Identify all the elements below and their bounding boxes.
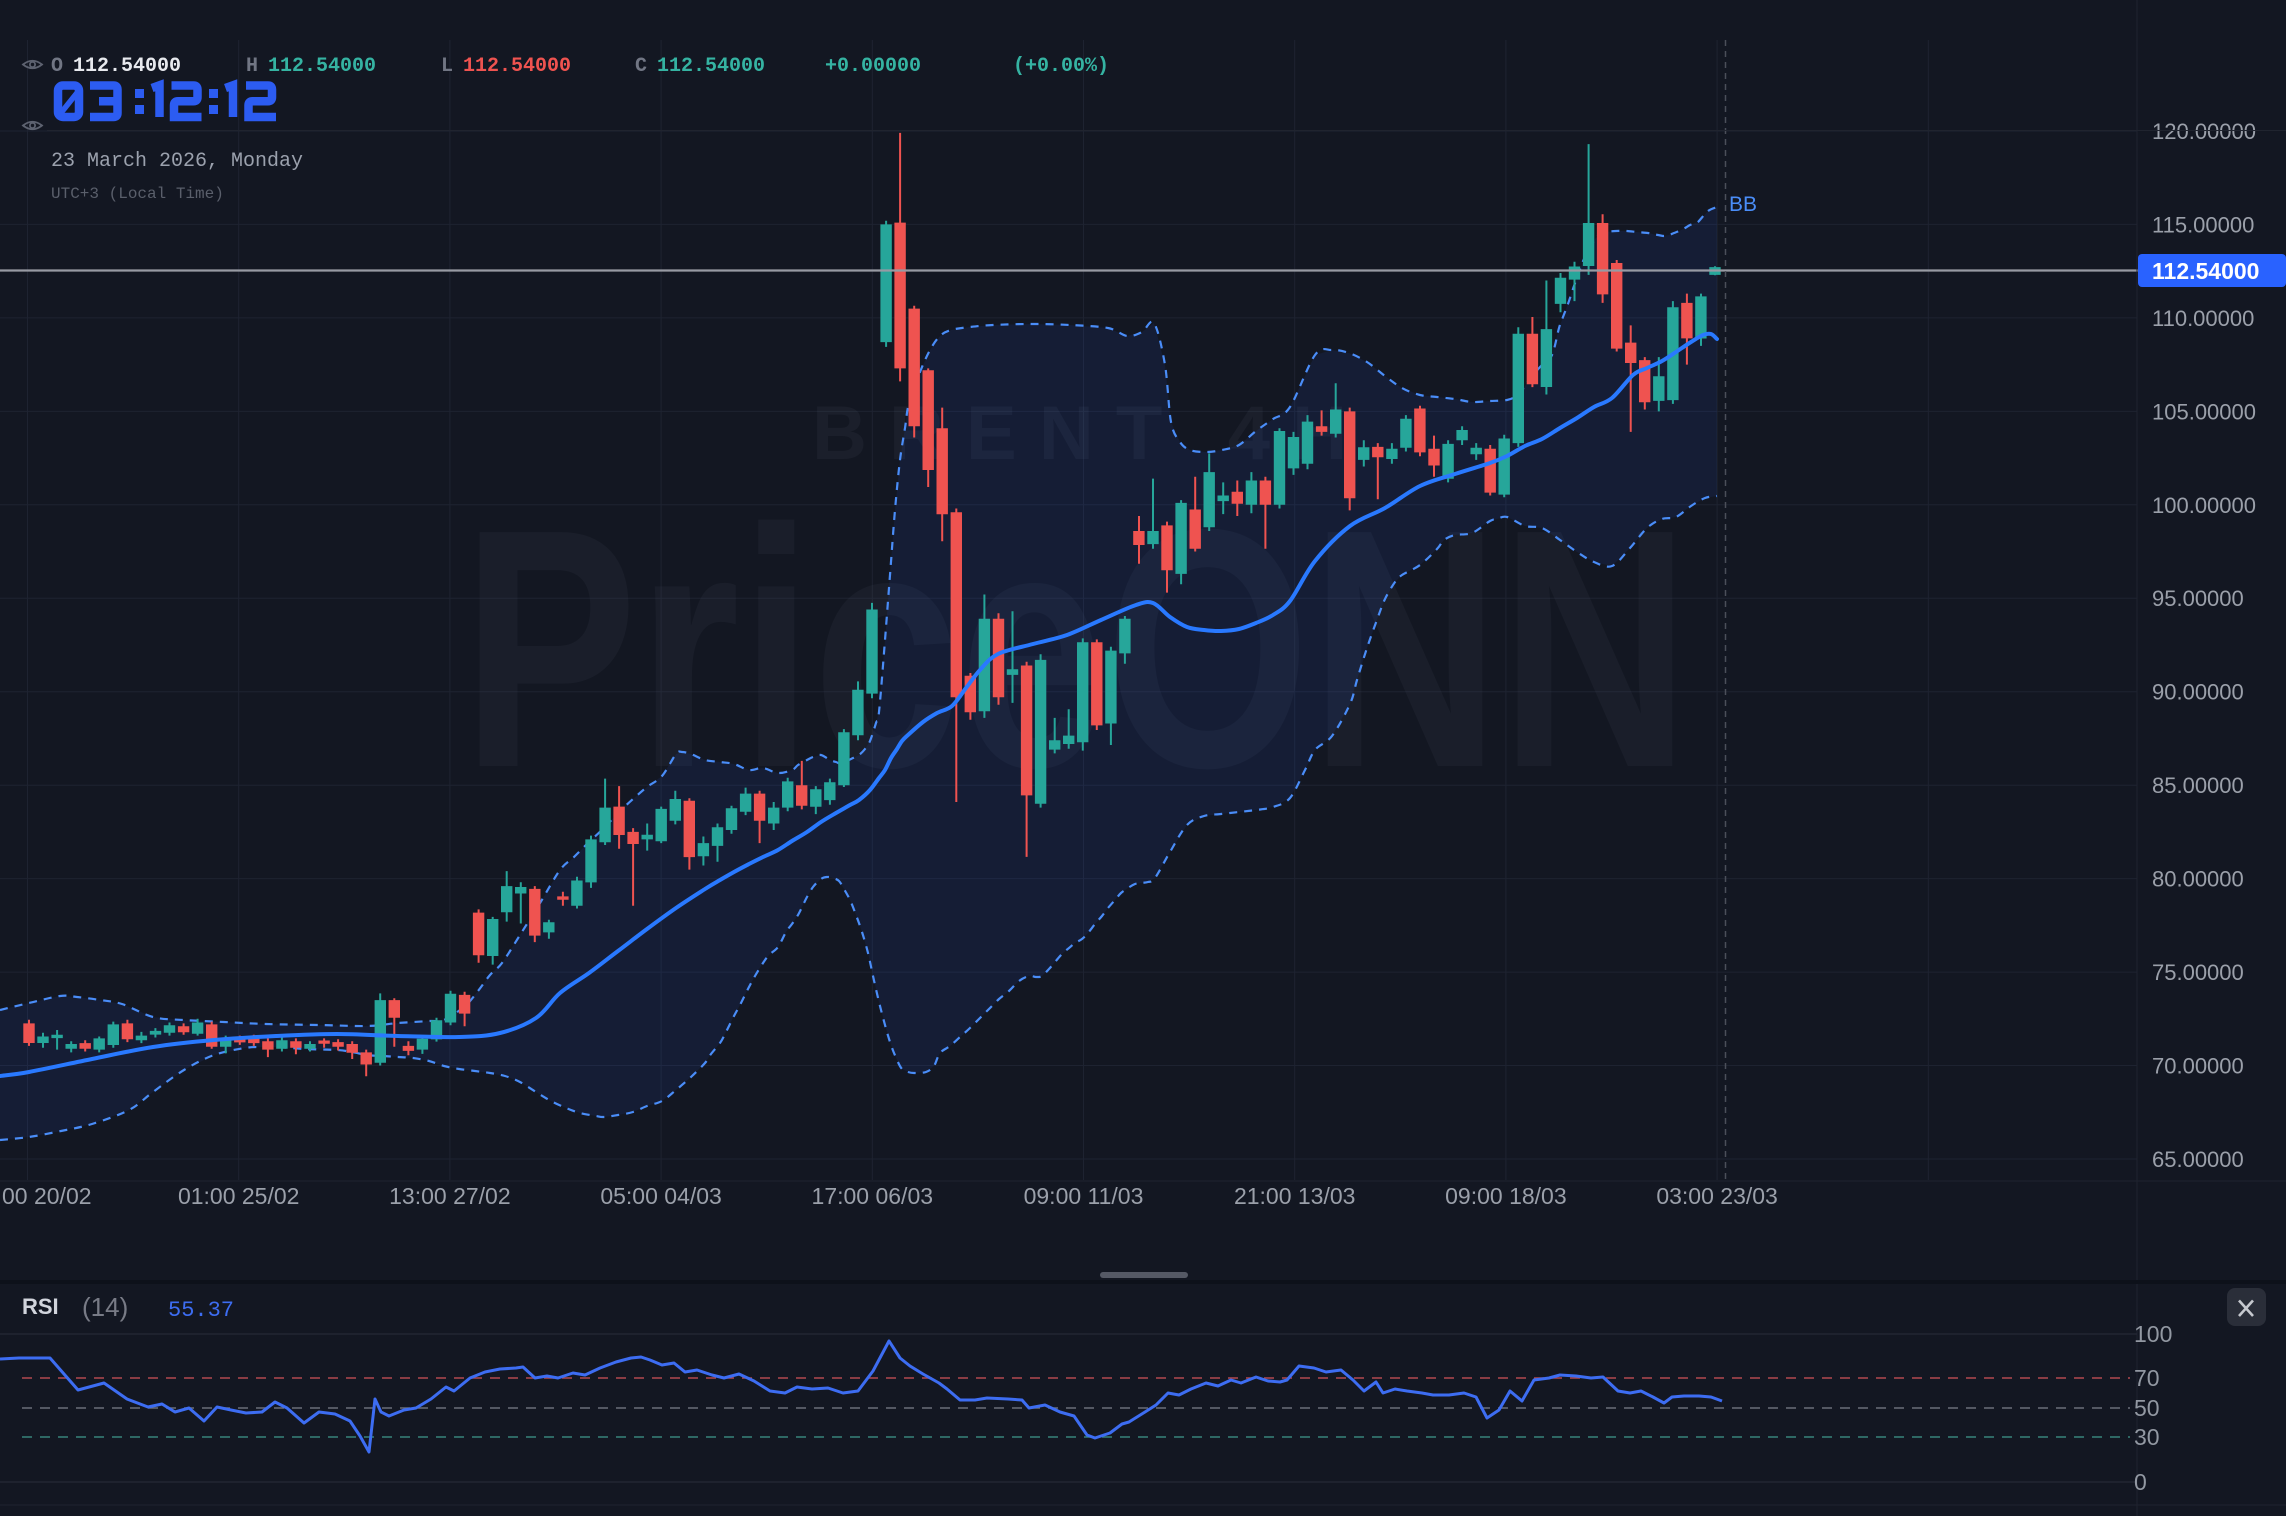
svg-text:75.00000: 75.00000 xyxy=(2152,960,2244,985)
svg-text:50: 50 xyxy=(2134,1395,2160,1421)
svg-text:112.54000: 112.54000 xyxy=(73,55,181,78)
svg-text:120.00000: 120.00000 xyxy=(2152,119,2256,144)
svg-text:PriceONN: PriceONN xyxy=(462,459,1690,839)
svg-text:0: 0 xyxy=(2134,1469,2147,1495)
svg-text:O: O xyxy=(51,55,63,78)
svg-text:UTC+3 (Local Time): UTC+3 (Local Time) xyxy=(51,185,224,203)
svg-text:01:00 25/02: 01:00 25/02 xyxy=(178,1183,300,1209)
svg-text:112.54000: 112.54000 xyxy=(657,55,765,78)
svg-text:(+0.00%): (+0.00%) xyxy=(1013,55,1109,78)
svg-text:RSI: RSI xyxy=(22,1294,59,1319)
svg-text:09:00 11/03: 09:00 11/03 xyxy=(1024,1183,1144,1209)
svg-text:09:00 18/03: 09:00 18/03 xyxy=(1445,1183,1567,1209)
svg-text:112.54000: 112.54000 xyxy=(463,55,571,78)
svg-text:30: 30 xyxy=(2134,1424,2160,1450)
svg-text:13:00 27/02: 13:00 27/02 xyxy=(389,1183,511,1209)
svg-text:23 March 2026, Monday: 23 March 2026, Monday xyxy=(51,150,303,173)
svg-text:80.00000: 80.00000 xyxy=(2152,867,2244,892)
svg-text:115.00000: 115.00000 xyxy=(2152,212,2254,237)
svg-text:BRENT 4H: BRENT 4H xyxy=(812,391,1347,476)
svg-text:00 20/02: 00 20/02 xyxy=(2,1183,92,1209)
svg-text:+0.00000: +0.00000 xyxy=(825,55,921,78)
svg-text:17:00 06/03: 17:00 06/03 xyxy=(812,1183,934,1209)
svg-text:110.00000: 110.00000 xyxy=(2152,306,2254,331)
svg-text:03:00 23/03: 03:00 23/03 xyxy=(1656,1183,1778,1209)
svg-text:H: H xyxy=(246,55,258,78)
svg-text:70.00000: 70.00000 xyxy=(2152,1054,2244,1079)
svg-text:100: 100 xyxy=(2134,1321,2172,1347)
svg-text:95.00000: 95.00000 xyxy=(2152,586,2244,611)
svg-text:112.54000: 112.54000 xyxy=(2152,258,2259,284)
svg-text:21:00 13/03: 21:00 13/03 xyxy=(1234,1183,1356,1209)
svg-text:C: C xyxy=(635,55,647,78)
svg-text:65.00000: 65.00000 xyxy=(2152,1147,2244,1172)
svg-text:05:00 04/03: 05:00 04/03 xyxy=(600,1183,722,1209)
svg-text:112.54000: 112.54000 xyxy=(268,55,376,78)
svg-text:(14): (14) xyxy=(82,1292,128,1322)
svg-text:BB: BB xyxy=(1729,193,1757,216)
svg-text:90.00000: 90.00000 xyxy=(2152,680,2244,705)
svg-text:85.00000: 85.00000 xyxy=(2152,773,2244,798)
svg-text:70: 70 xyxy=(2134,1365,2160,1391)
svg-text:L: L xyxy=(441,55,453,78)
svg-text:100.00000: 100.00000 xyxy=(2152,493,2256,518)
svg-text:55.37: 55.37 xyxy=(168,1298,234,1323)
svg-text:105.00000: 105.00000 xyxy=(2152,399,2256,424)
